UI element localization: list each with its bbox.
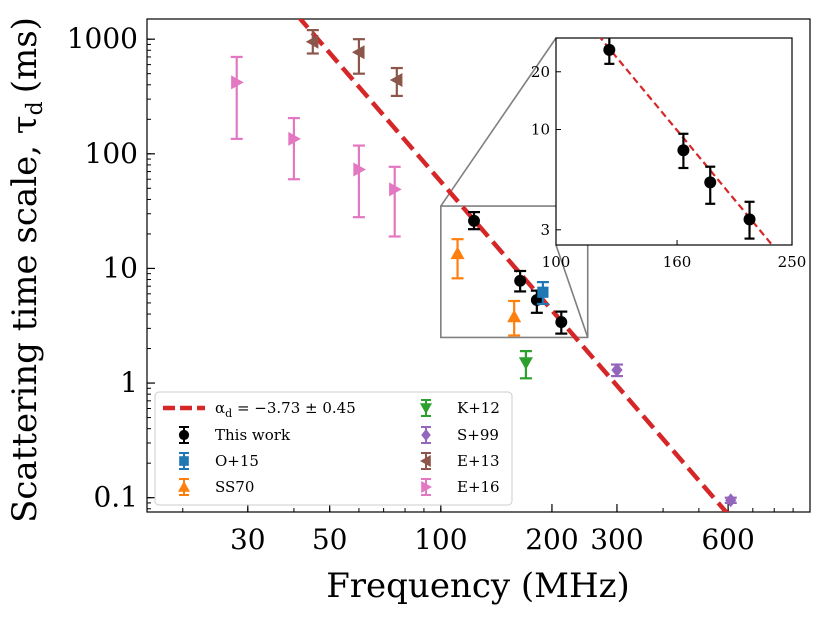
inset-x-tick-label: 100: [542, 253, 571, 271]
x-tick-label: 200: [525, 523, 578, 556]
x-tick-label: 600: [701, 523, 754, 556]
data-point: [231, 75, 244, 90]
inset-y-tick-label: 20: [531, 63, 550, 81]
data-point: [288, 131, 301, 146]
zoom-connector-bottom: [555, 244, 589, 338]
data-point: [468, 214, 480, 227]
y-tick-label: 1000: [67, 22, 138, 55]
y-axis-label-unit: (ms): [5, 17, 45, 93]
legend-swatch-marker: [421, 429, 431, 441]
data-point: [725, 493, 737, 508]
inset-axis-ticks: 100 160 250 20 10 3: [531, 63, 806, 271]
inset-x-tick-label: 160: [663, 253, 692, 271]
legend-entry-label: S+99: [457, 426, 499, 444]
data-point: [353, 162, 366, 177]
data-point: [507, 309, 522, 323]
zoom-connector-top: [440, 37, 557, 207]
inset-data-point: [603, 43, 616, 56]
y-tick-label: 10: [102, 251, 138, 284]
legend-entry-label: O+15: [215, 452, 259, 470]
y-axis-label: Scattering time scale, τd (ms): [5, 17, 48, 523]
legend-entry-label: E+13: [457, 452, 500, 470]
y-tick-label: 100: [85, 137, 138, 170]
y-axis-label-sub: d: [23, 101, 48, 115]
legend: αd = −3.73 ± 0.45 This work O+15 SS70 K+12 S+…: [154, 391, 513, 506]
legend-fit-label: αd = −3.73 ± 0.45: [215, 399, 356, 420]
data-point: [305, 34, 319, 49]
legend-swatch-marker: [420, 455, 431, 467]
inset-data-point: [743, 213, 756, 226]
x-tick-label: 300: [590, 523, 643, 556]
x-tick-label: 30: [230, 523, 266, 556]
y-axis-label-main: Scattering time scale, τ: [5, 115, 45, 523]
legend-swatch-marker: [420, 403, 432, 414]
data-point: [537, 286, 549, 298]
inset-y-tick-label: 10: [531, 121, 550, 139]
legend-entry-label: This work: [215, 426, 291, 444]
legend-swatch-marker: [179, 456, 189, 466]
main-plot-marks: [230, 19, 737, 512]
y-tick-label: 0.1: [93, 481, 138, 514]
main-axis-ticks: 30 50 100 200 300 600 1000 100 10 1 0.1: [67, 22, 794, 556]
legend-box: [154, 391, 513, 506]
y-tick-label: 1: [120, 366, 138, 399]
x-tick-label: 50: [312, 523, 348, 556]
legend-fit-value: = −3.73 ± 0.45: [232, 399, 356, 417]
data-point: [450, 246, 465, 260]
inset-plot-marks: [599, 38, 774, 245]
data-point: [611, 362, 623, 377]
inset-x-tick-label: 250: [778, 253, 807, 271]
legend-fit-sub: d: [225, 407, 232, 420]
inset-plot-area: [555, 37, 793, 246]
zoom-rectangle: [440, 205, 589, 339]
legend-entry-label: E+16: [457, 478, 500, 496]
x-axis-label: Frequency (MHz): [326, 566, 630, 606]
data-point: [518, 357, 533, 370]
fit-line: [297, 19, 730, 512]
data-point: [389, 182, 402, 197]
legend-entry-label: K+12: [457, 399, 500, 417]
x-tick-label: 100: [414, 523, 467, 556]
data-point: [389, 73, 403, 88]
inset-data-point: [677, 144, 690, 157]
inset-data-point: [704, 176, 717, 189]
data-point: [555, 316, 568, 329]
legend-swatch-marker: [421, 481, 432, 493]
data-point: [351, 45, 365, 60]
zoom-region-box: [440, 37, 589, 339]
legend-fit-alpha: α: [215, 399, 225, 417]
legend-entry-label: SS70: [215, 478, 254, 496]
data-point: [514, 274, 527, 287]
legend-swatch-marker: [178, 429, 190, 441]
inset-y-tick-label: 3: [540, 221, 550, 239]
legend-swatch-marker: [178, 481, 190, 492]
